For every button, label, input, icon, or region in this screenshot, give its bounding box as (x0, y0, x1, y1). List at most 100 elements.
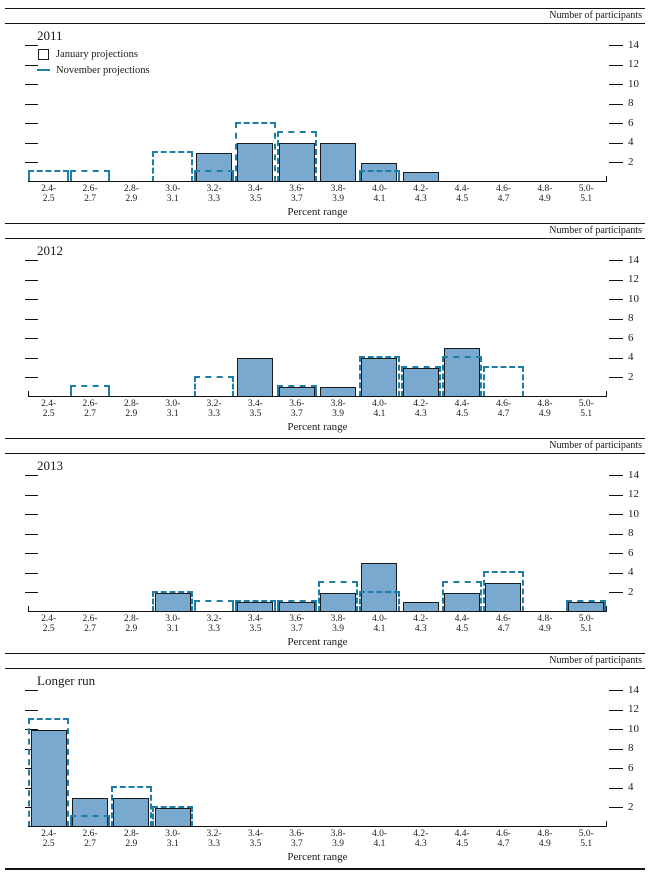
y-tick-label: 14 (628, 468, 639, 481)
outline-november (193, 375, 235, 397)
bar-january (320, 143, 357, 182)
y-tick-label: 10 (628, 77, 639, 90)
panel-title: Longer run (37, 673, 96, 688)
bar-january (237, 143, 274, 182)
outline-november (317, 580, 359, 612)
y-tick-label: 12 (628, 58, 639, 70)
x-axis-right-cap (606, 606, 607, 612)
x-tick-label: 3.4- 3.5 (247, 184, 263, 205)
x-tick-labels: 2.4- 2.5 2.6- 2.7 2.8- 2.9 3.0- 3.1 3.2- 3.3 3.4- 3… (0, 827, 650, 851)
y-tick-label: 8 (628, 527, 634, 539)
outline-november (69, 815, 111, 827)
x-tick-label: 3.2- 3.3 (206, 829, 222, 850)
y-tick-right (609, 533, 623, 535)
y-tick-right (609, 768, 623, 769)
x-tick-label: 2.6- 2.7 (82, 829, 98, 850)
x-tick-label: 4.0- 4.1 (371, 399, 387, 420)
outline-november (441, 580, 483, 612)
x-tick-label: 5.0- 5.1 (578, 614, 594, 635)
y-tick-left (25, 142, 38, 144)
x-tick-label: 3.0- 3.1 (165, 399, 181, 420)
x-tick-label: 4.2- 4.3 (413, 829, 429, 850)
legend-november-label: November projections (56, 64, 150, 76)
bar-january (113, 797, 150, 827)
y-tick-label: 4 (628, 566, 634, 578)
y-tick-left (25, 514, 38, 515)
y-tick-label: 8 (628, 312, 634, 324)
plot-2011: 2011 January projections November projec… (0, 24, 650, 182)
y-tick-label: 2 (628, 155, 634, 168)
x-tick-label: 2.4- 2.5 (41, 614, 57, 635)
y-tick-left (25, 299, 38, 300)
x-tick-label: 4.6- 4.7 (495, 184, 512, 205)
x-tick-label: 3.2- 3.3 (206, 399, 222, 420)
x-tick-label: 2.8- 2.9 (123, 614, 139, 635)
x-tick-label: 4.8- 4.9 (537, 399, 553, 420)
x-tick-label: 4.0- 4.1 (371, 184, 387, 205)
y-tick-left (25, 709, 38, 711)
x-tick-label: 4.2- 4.3 (413, 184, 429, 205)
x-tick-label: 4.6- 4.7 (495, 614, 512, 635)
x-tick-label: 4.4- 4.5 (454, 399, 470, 420)
bar-january (361, 358, 398, 397)
y-tick-label: 14 (628, 38, 639, 51)
x-axis-caption: Percent range (287, 851, 348, 863)
outline-november (483, 571, 524, 612)
x-axis-caption: Percent range (287, 206, 348, 218)
x-tick-label: 4.4- 4.5 (454, 184, 470, 205)
outline-november (359, 590, 400, 612)
y-tick-label: 2 (628, 585, 634, 598)
outline-november (69, 170, 111, 182)
y-tick-label: 6 (628, 761, 634, 774)
x-tick-label: 3.8- 3.9 (330, 399, 346, 420)
y-tick-right (609, 162, 623, 163)
x-tick-label: 3.8- 3.9 (330, 829, 346, 850)
x-axis (28, 396, 607, 397)
y-tick-left (25, 103, 38, 105)
x-tick-label: 3.6- 3.7 (289, 184, 305, 205)
outline-november (400, 365, 442, 397)
y-tick-right (609, 103, 623, 105)
y-tick-right (609, 729, 623, 730)
y-tick-label: 14 (628, 253, 639, 266)
x-tick-label: 3.4- 3.5 (247, 399, 263, 420)
x-axis-caption: Percent range (287, 636, 348, 648)
x-tick-label: 2.4- 2.5 (41, 829, 57, 850)
y-tick-right (609, 318, 623, 320)
y-tick-label: 4 (628, 351, 634, 363)
y-tick-label: 10 (628, 722, 639, 735)
bar-january (278, 143, 315, 182)
participants-label: Number of participants (549, 655, 642, 666)
outline-november (276, 600, 317, 612)
y-tick-right (609, 690, 623, 691)
x-tick-label: 2.4- 2.5 (41, 399, 57, 420)
x-tick-label: 4.2- 4.3 (413, 399, 429, 420)
x-tick-label: 4.2- 4.3 (413, 614, 429, 635)
y-tick-right (609, 572, 623, 574)
outline-november (152, 590, 193, 612)
y-tick-right (609, 475, 623, 476)
legend-item-january: January projections (37, 46, 150, 62)
bar-january (196, 152, 232, 182)
x-tick-label: 4.0- 4.1 (371, 614, 387, 635)
y-tick-label: 10 (628, 292, 639, 305)
outline-november (193, 170, 235, 182)
plot-longer-run: Longer run 2 4 6 8 10 12 14 (0, 669, 650, 827)
x-tick-labels: 2.4- 2.5 2.6- 2.7 2.8- 2.9 3.0- 3.1 3.2- 3.3 3.4- 3… (0, 612, 650, 636)
y-tick-label: 8 (628, 97, 634, 109)
outline-november (483, 365, 524, 397)
y-tick-left (25, 318, 38, 320)
y-tick-label: 4 (628, 136, 634, 148)
y-tick-left (25, 123, 38, 124)
y-tick-right (609, 64, 623, 66)
y-tick-label: 8 (628, 742, 634, 754)
x-tick-label: 3.6- 3.7 (289, 399, 305, 420)
y-tick-left (25, 494, 38, 496)
y-tick-right (609, 514, 623, 515)
x-axis-right-cap (606, 821, 607, 827)
y-tick-left (25, 338, 38, 339)
x-axis-caption: Percent range (287, 421, 348, 433)
x-tick-label: 4.8- 4.9 (537, 829, 553, 850)
x-axis-left-cap (28, 391, 29, 397)
